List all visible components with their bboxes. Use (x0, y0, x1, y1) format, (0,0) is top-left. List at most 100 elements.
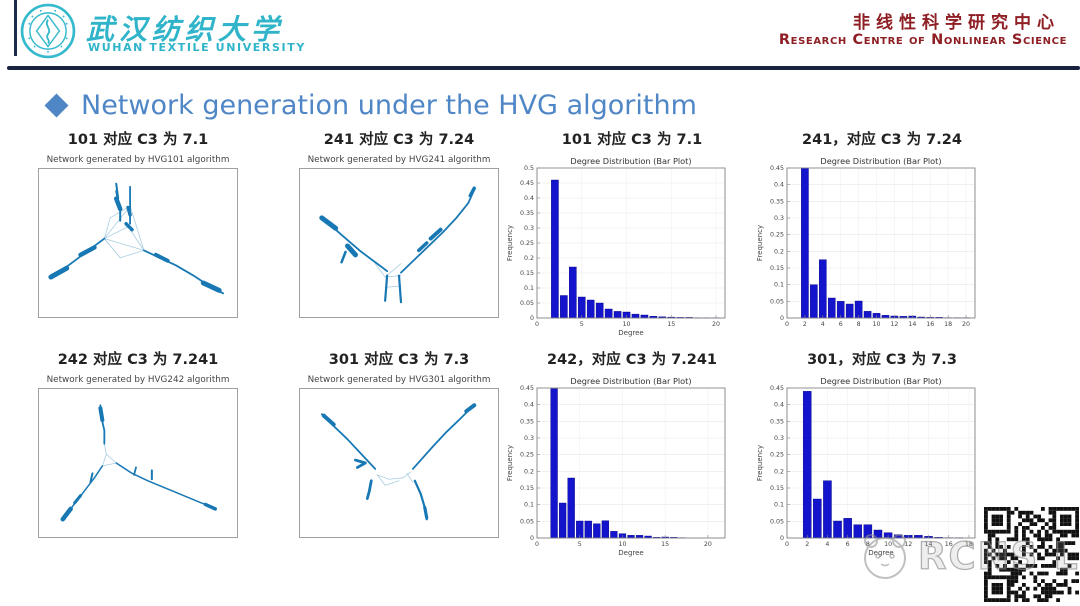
svg-text:14: 14 (908, 321, 916, 328)
svg-text:Degree: Degree (618, 549, 643, 557)
network-panel-241: 241 对应 C3 为 7.24 Network generated by HV… (294, 128, 504, 350)
network-panel-242: 242 对应 C3 为 7.241 Network generated by H… (33, 348, 243, 570)
svg-text:0: 0 (785, 541, 789, 548)
centre-name-en: Research Centre of Nonlinear Science (778, 32, 1067, 48)
svg-text:8: 8 (857, 321, 861, 328)
header-divider (7, 66, 1080, 70)
network-svg (39, 389, 237, 537)
svg-text:0: 0 (535, 321, 539, 328)
svg-text:Frequency: Frequency (506, 445, 514, 481)
svg-text:20: 20 (962, 321, 970, 328)
svg-text:0.4: 0.4 (774, 182, 784, 189)
svg-text:0.05: 0.05 (770, 518, 784, 525)
svg-text:0.35: 0.35 (520, 418, 534, 425)
svg-text:12: 12 (890, 321, 898, 328)
svg-text:10: 10 (618, 541, 626, 548)
svg-text:15: 15 (661, 541, 669, 548)
network-101-plot (38, 168, 238, 318)
bar-chart-panel-242: 242，对应 C3 为 7.241 0 0.05 0.1 0.15 0.2 0.25 0.3… (505, 348, 735, 570)
svg-text:0.05: 0.05 (770, 298, 784, 305)
svg-text:0.15: 0.15 (770, 485, 784, 492)
network-svg (300, 169, 498, 317)
qr-code-svg (984, 507, 1079, 602)
svg-text:16: 16 (945, 541, 953, 548)
svg-text:18: 18 (944, 321, 952, 328)
svg-text:0.1: 0.1 (774, 282, 784, 289)
svg-text:0.1: 0.1 (524, 285, 534, 292)
bar-chart-svg: 0 0.05 0.1 0.15 0.2 0.25 0.3 0.35 0.4 0.45 0 2 4 6 8 10… (756, 156, 976, 328)
diamond-bullet-icon (44, 93, 69, 118)
svg-text:0.4: 0.4 (774, 402, 784, 409)
svg-text:Frequency: Frequency (756, 225, 764, 261)
svg-text:15: 15 (667, 321, 675, 328)
network-241-plot (299, 168, 499, 318)
bar-chart-panel-241: 241，对应 C3 为 7.24 0 0.05 0.1 0.15 0.2 0.25 0.3 0… (755, 128, 985, 350)
university-seal-icon (20, 3, 76, 59)
svg-text:5: 5 (578, 541, 582, 548)
svg-text:0.45: 0.45 (770, 165, 784, 172)
university-logo-icon (20, 3, 76, 59)
svg-text:Degree: Degree (618, 329, 643, 337)
svg-text:0.3: 0.3 (774, 215, 784, 222)
bar-chart-301: 0 0.05 0.1 0.15 0.2 0.25 0.3 0.35 0.4 0.45 0 2 4 6 8 10… (755, 376, 985, 566)
network-101-caption: 101 对应 C3 为 7.1 (67, 132, 209, 148)
svg-text:4: 4 (821, 321, 825, 328)
svg-text:6: 6 (839, 321, 843, 328)
svg-text:6: 6 (846, 541, 850, 548)
bar-chart-svg: 0 0.05 0.1 0.15 0.2 0.25 0.3 0.35 0.4 0.45 0 5 10 15 2… (506, 376, 726, 557)
bar-chart-301-caption: 301，对应 C3 为 7.3 (807, 352, 957, 368)
university-name-cn: 武汉纺织大学 (86, 13, 285, 46)
network-301-plot-title: Network generated by HVG301 algorithm (307, 375, 491, 385)
svg-text:0.1: 0.1 (774, 502, 784, 509)
qr-code (984, 507, 1079, 602)
svg-text:5: 5 (580, 321, 584, 328)
network-svg (39, 169, 237, 317)
svg-text:10: 10 (623, 321, 631, 328)
svg-text:0.2: 0.2 (524, 255, 534, 262)
slide-title: Network generation under the HVG algorit… (81, 90, 697, 121)
svg-text:10: 10 (884, 541, 892, 548)
svg-text:0.05: 0.05 (520, 518, 534, 525)
svg-text:0.4: 0.4 (524, 195, 534, 202)
svg-text:0.5: 0.5 (524, 165, 534, 172)
network-242-caption: 242 对应 C3 为 7.241 (57, 352, 219, 368)
svg-text:2: 2 (803, 321, 807, 328)
svg-text:0.15: 0.15 (520, 485, 534, 492)
network-svg (300, 389, 498, 537)
svg-text:16: 16 (926, 321, 934, 328)
svg-text:0.05: 0.05 (520, 300, 534, 307)
svg-text:0.2: 0.2 (774, 248, 784, 255)
svg-text:0: 0 (780, 535, 784, 542)
svg-text:2: 2 (805, 541, 809, 548)
bar-chart-241-caption: 241，对应 C3 为 7.24 (802, 132, 962, 148)
svg-text:4: 4 (825, 541, 829, 548)
svg-text:0: 0 (785, 321, 789, 328)
network-panel-301: 301 对应 C3 为 7.3 Network generated by HVG… (294, 348, 504, 570)
svg-text:20: 20 (712, 321, 720, 328)
network-241-caption: 241 对应 C3 为 7.24 (323, 132, 475, 148)
svg-text:14: 14 (924, 541, 932, 548)
svg-text:8: 8 (866, 541, 870, 548)
svg-text:Frequency: Frequency (506, 225, 514, 261)
svg-text:0.45: 0.45 (520, 180, 534, 187)
network-241-plot-title: Network generated by HVG241 algorithm (307, 155, 491, 165)
svg-text:0: 0 (535, 541, 539, 548)
bar-chart-101-caption: 101 对应 C3 为 7.1 (561, 132, 703, 148)
svg-text:0.45: 0.45 (520, 385, 534, 392)
network-301-caption: 301 对应 C3 为 7.3 (328, 352, 470, 368)
centre-name-cn: 非线性科学研究中心 (853, 13, 1060, 33)
university-name-en: WUHAN TEXTILE UNIVERSITY (88, 41, 306, 54)
bar-chart-panel-101: 101 对应 C3 为 7.1 0 0.05 0.1 0.15 0.2 0.25 0.3 0.… (505, 128, 735, 350)
bar-chart-svg: 0 0.05 0.1 0.15 0.2 0.25 0.3 0.35 0.4 0.45 0.5 0 5 10… (506, 156, 726, 337)
svg-text:Frequency: Frequency (756, 445, 764, 481)
bar-chart-101: 0 0.05 0.1 0.15 0.2 0.25 0.3 0.35 0.4 0.45 0.5 0 5 10… (505, 156, 735, 346)
svg-text:0.15: 0.15 (770, 265, 784, 272)
svg-text:0: 0 (530, 315, 534, 322)
network-301-plot (299, 388, 499, 538)
svg-text:0.15: 0.15 (520, 270, 534, 277)
header-left-bar (14, 0, 17, 56)
bar-chart-panel-301: 301，对应 C3 为 7.3 0 0.05 0.1 0.15 0.2 0.25 0.3 0.… (755, 348, 985, 570)
svg-text:0.35: 0.35 (770, 198, 784, 205)
network-101-plot-title: Network generated by HVG101 algorithm (46, 155, 230, 165)
